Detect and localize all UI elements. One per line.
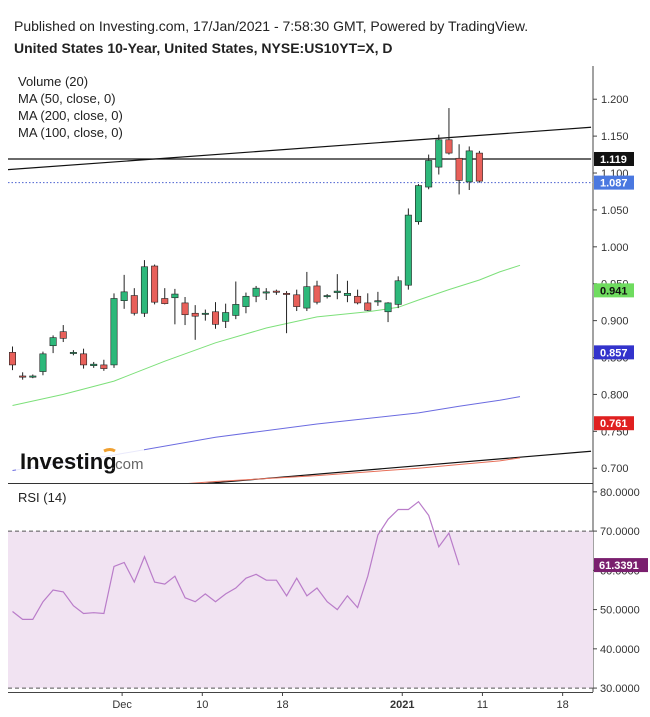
investing-logo: Investing .com [16,446,144,476]
candle-body [262,291,270,294]
candle-body [445,139,453,154]
candle-body [90,363,98,366]
logo-arc-icon [103,448,116,453]
price-pane[interactable] [2,108,593,495]
rsi-value-tag [594,558,648,573]
candle-body [394,280,402,305]
rsi-pane[interactable] [8,500,593,689]
candle-body [323,295,331,298]
logo-brand: Investing [20,449,117,474]
candle-body [313,285,321,303]
candle-body [39,353,47,372]
candle-body [222,312,230,322]
candle-body [69,352,77,354]
candle-body [354,295,362,304]
candle-body [242,295,250,307]
legend-ma200: MA (200, close, 0) [18,108,123,123]
candle-body [130,295,138,314]
rsi-band [8,531,593,689]
price-tag [594,151,634,166]
candle-body [425,160,433,188]
candle-body [252,287,260,297]
price-axis: 1.2001.1501.1001.0501.0000.9500.9000.850… [593,94,634,475]
rsi-axis: 80.000070.000060.000050.000040.000030.00… [593,487,648,695]
time-tick-label: 10 [196,699,208,711]
candle-body [9,352,17,366]
rsi-title: RSI (14) [18,490,66,505]
candle-body [151,265,159,303]
candle-body [140,266,148,314]
candle-body [161,298,169,304]
candle-body [283,293,291,295]
candle-body [384,302,392,313]
candle-body [465,150,473,183]
candle-body [80,353,88,366]
price-tag-label: 0.857 [600,347,628,359]
candle-body [232,304,240,316]
candle-body [181,302,189,316]
price-tag [594,283,634,298]
rsi-tick-label: 40.0000 [600,644,640,656]
price-tick-label: 0.800 [601,389,629,401]
candle-body [100,364,108,369]
price-tick-label: 1.050 [601,205,629,217]
legend-volume: Volume (20) [18,74,88,89]
candle-body [120,291,128,302]
price-tick-label: 1.200 [601,94,629,106]
candle-body [343,293,351,296]
candle-body [475,152,483,182]
rsi-tick-label: 50.0000 [600,605,640,617]
trendline [8,126,592,171]
candle-body [212,311,220,325]
price-tick-label: 0.900 [601,316,629,328]
candle-body [171,293,179,299]
price-tag-label: 0.941 [600,285,628,297]
price-tick-label: 1.000 [601,242,629,254]
candle-body [19,375,27,378]
price-tag [594,175,634,190]
candle-body [333,290,341,293]
time-tick-label: 11 [477,699,488,711]
candle-body [414,185,422,223]
published-caption: Published on Investing.com, 17/Jan/2021 … [14,18,529,34]
logo-suffix: .com [111,456,144,473]
legend-ma50: MA (50, close, 0) [18,91,116,106]
candle-body [272,290,280,293]
ma200-line [188,457,521,483]
rsi-tick-label: 80.0000 [600,487,640,499]
price-tick-label: 0.700 [601,463,629,475]
rsi-value-label: 61.3391 [599,560,639,572]
candle-body [364,302,372,311]
time-tick-label: Dec [112,699,132,711]
candle-body [293,294,301,307]
rsi-tick-label: 70.0000 [600,526,640,538]
candle-body [191,312,199,317]
ma50-line [12,264,521,406]
candle-body [110,298,118,366]
rsi-tick-label: 30.0000 [600,683,640,695]
candle-body [455,157,463,181]
candle-body [374,300,382,303]
price-tag-label: 1.119 [600,154,627,166]
price-tag-label: 1.087 [600,178,628,190]
chart-title: United States 10-Year, United States, NY… [14,40,393,56]
candle-body [49,337,57,347]
price-tag-label: 0.761 [600,418,628,430]
time-tick-label: 2021 [390,699,414,711]
price-tag [594,416,634,431]
price-tick-label: 1.150 [601,131,629,143]
candle-body [59,331,67,339]
candle-body [201,312,209,315]
time-axis: Dec 10 18 2021 11 18 [112,692,569,711]
candle-body [435,139,443,168]
price-tag [594,345,634,360]
candle-body [303,286,311,309]
candle-body [404,214,412,286]
candle-body [29,375,37,378]
time-tick-label: 18 [276,699,288,711]
time-tick-label: 18 [557,699,569,711]
legend-ma100: MA (100, close, 0) [18,125,123,140]
rsi-line [12,500,460,621]
